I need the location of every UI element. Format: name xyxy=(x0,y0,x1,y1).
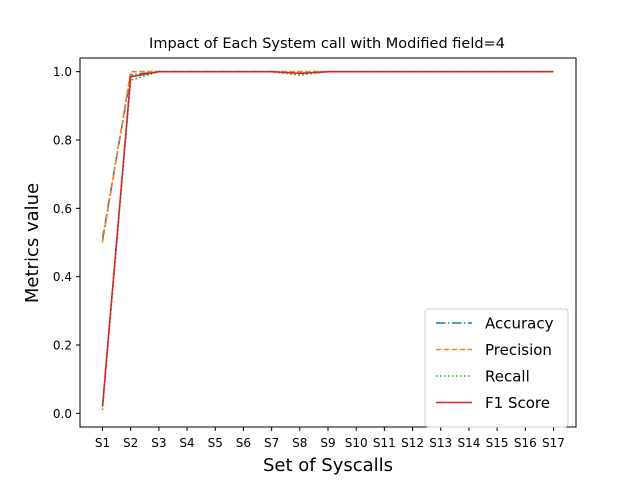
x-tick-label: S9 xyxy=(320,436,335,450)
x-tick-label: S11 xyxy=(373,436,396,450)
x-tick-label: S8 xyxy=(292,436,307,450)
legend-label-0: Accuracy xyxy=(485,315,554,333)
x-tick-label: S4 xyxy=(179,436,194,450)
series-line-1 xyxy=(101,70,554,243)
chart-title: Impact of Each System call with Modified… xyxy=(149,36,505,52)
x-tick-label: S17 xyxy=(542,436,565,450)
y-tick-label: 0.8 xyxy=(53,134,72,148)
y-axis-title: Metrics value xyxy=(22,183,43,303)
legend-label-3: F1 Score xyxy=(485,394,550,412)
x-tick-label: S13 xyxy=(429,436,452,450)
x-tick-label: S16 xyxy=(514,436,537,450)
series-layer xyxy=(101,70,554,410)
x-tick-label: S5 xyxy=(208,436,223,450)
y-tick-label: 0.4 xyxy=(53,270,72,284)
x-tick-label: S7 xyxy=(264,436,279,450)
series-line-0 xyxy=(101,70,554,240)
y-tick-label: 0.2 xyxy=(53,339,72,353)
x-tick-label: S2 xyxy=(123,436,138,450)
legend-label-1: Precision xyxy=(485,341,552,359)
x-tick-label: S6 xyxy=(236,436,251,450)
x-tick-label: S15 xyxy=(486,436,509,450)
x-tick-label: S1 xyxy=(95,436,110,450)
x-tick-label: S3 xyxy=(151,436,166,450)
series-line-3 xyxy=(101,70,554,407)
legend-label-2: Recall xyxy=(485,368,530,386)
legend: Accuracy Precision Recall F1 Score xyxy=(424,308,569,428)
x-tick-label: S14 xyxy=(457,436,480,450)
x-tick-label: S10 xyxy=(345,436,368,450)
x-axis: S1 S2 S3 S4 S5 S6 S7 S8 S9 S10 S11 S12 S13 S14 S15 S16 S… xyxy=(95,427,565,450)
legend-frame xyxy=(424,308,569,428)
y-tick-label: 0.0 xyxy=(53,407,72,421)
x-axis-title: Set of Syscalls xyxy=(263,455,393,476)
y-tick-label: 1.0 xyxy=(53,65,72,79)
y-tick-label: 0.6 xyxy=(53,202,72,216)
y-axis: 0.0 0.2 0.4 0.6 0.8 1.0 xyxy=(53,65,80,421)
x-tick-label: S12 xyxy=(401,436,424,450)
